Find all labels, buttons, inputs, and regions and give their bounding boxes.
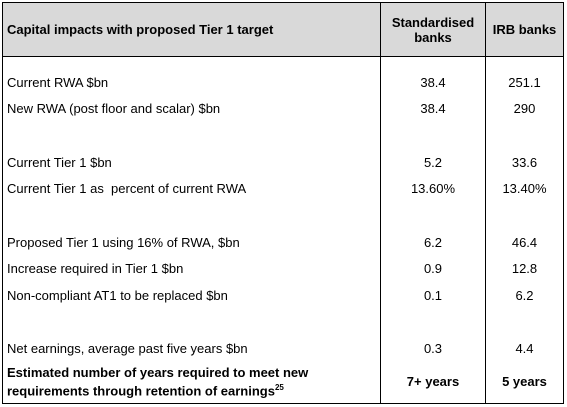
footnote-ref: 25 xyxy=(274,382,284,392)
value-cell: 46.4 xyxy=(511,234,538,250)
value-cell: 0.3 xyxy=(423,341,443,357)
value-cell: 5.2 xyxy=(423,154,443,170)
value-cell: 13.60% xyxy=(410,181,456,197)
label-text: Estimated number of years required to me… xyxy=(7,364,309,399)
row-label: Current RWA $bn xyxy=(7,74,109,90)
header-cell: IRB banks xyxy=(492,22,557,37)
value-cell: 6.2 xyxy=(515,287,534,303)
row-label: Proposed Tier 1 using 16% of RWA, $bn xyxy=(7,234,240,250)
column-line xyxy=(380,3,381,403)
row-label: Non-compliant AT1 to be replaced $bn xyxy=(7,287,228,303)
value-cell: 251.1 xyxy=(508,74,541,90)
value-cell: 0.9 xyxy=(423,261,443,277)
value-cell: 38.4 xyxy=(420,74,446,90)
row-label: Current Tier 1 as percent of current RWA xyxy=(7,181,247,197)
value-cell: 38.4 xyxy=(420,101,446,117)
row-label: Net earnings, average past five years $b… xyxy=(7,341,248,357)
table: Capital impacts with proposed Tier 1 tar… xyxy=(2,2,564,404)
value-cell: 13.40% xyxy=(502,181,547,197)
value-cell: 33.6 xyxy=(511,154,538,170)
value-cell: 4.4 xyxy=(515,341,534,357)
header-cell: Standardised banks xyxy=(391,14,475,45)
header-cell: Capital impacts with proposed Tier 1 tar… xyxy=(7,22,274,37)
row-label: New RWA (post floor and scalar) $bn xyxy=(7,101,221,117)
value-cell: 6.2 xyxy=(423,234,443,250)
row-label: Increase required in Tier 1 $bn xyxy=(7,261,184,277)
row-label: Current Tier 1 $bn xyxy=(7,154,112,170)
header-row xyxy=(3,3,563,57)
value-cell: 5 years xyxy=(502,374,547,389)
row-label: Estimated number of years required to me… xyxy=(3,362,380,401)
value-cell: 290 xyxy=(513,101,536,117)
value-cell: 0.1 xyxy=(423,287,443,303)
column-line xyxy=(485,3,486,403)
value-cell: 7+ years xyxy=(406,374,460,389)
value-cell: 12.8 xyxy=(511,261,538,277)
